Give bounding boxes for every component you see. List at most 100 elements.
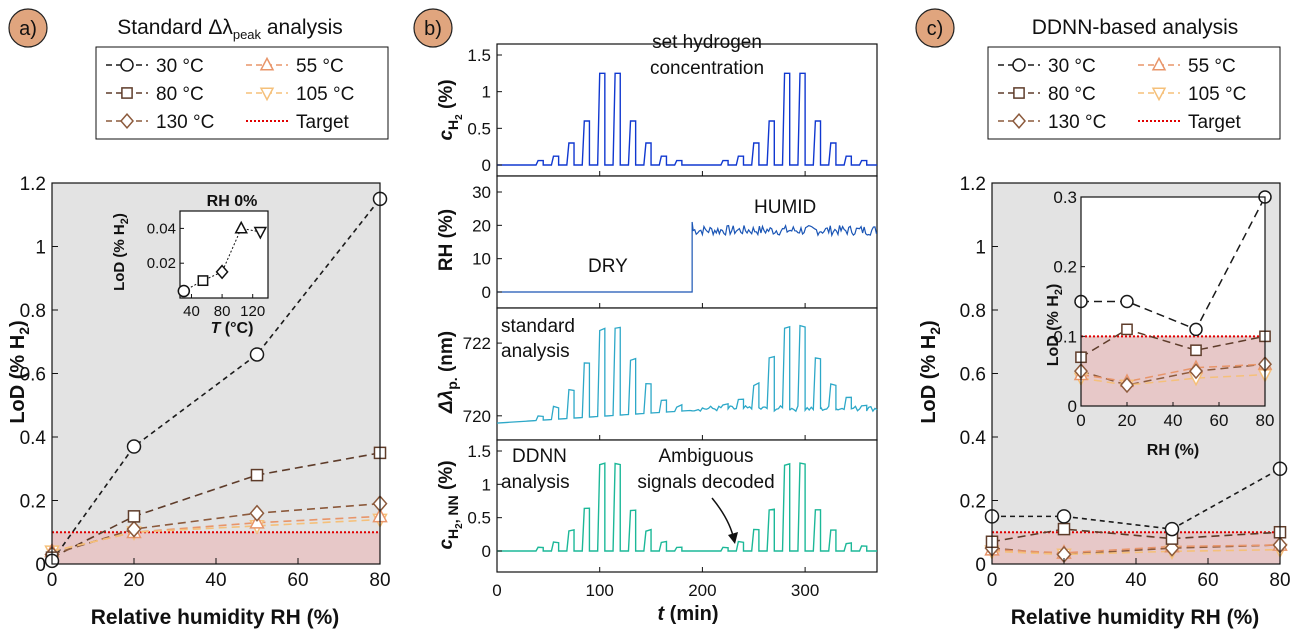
legend-label: 80 °C: [156, 84, 204, 105]
panel-c-title: DDNN-based analysis: [1032, 16, 1239, 39]
inset-point: [215, 264, 229, 280]
panel-c-inset: 0 20 40 60 80 0 0.1 0.2 0.3: [1053, 188, 1274, 430]
x-tick-label: 0: [492, 581, 501, 600]
y-tick-label: 10: [472, 250, 491, 269]
y-tick-label: 0.4: [960, 428, 987, 449]
panel-c: c) DDNN-based analysis 30 °C 55 °C80 °C 10…: [915, 8, 1291, 629]
inset-x-tick-label: 120: [240, 303, 265, 320]
legend-label: 55 °C: [1188, 56, 1236, 77]
y-tick-label: 1: [482, 83, 491, 102]
panel-b-annot-decoded: signals decoded: [637, 472, 774, 493]
x-tick-label: 40: [1125, 570, 1146, 591]
data-point: [1164, 521, 1180, 537]
y-tick-label: 1.2: [20, 174, 46, 195]
inset-frame: [179, 210, 269, 299]
panel-c-ylabel: LoD (% H2): [918, 320, 943, 423]
series-line: [991, 528, 1280, 543]
panel-c-inset-ylabel: LoD (% H2): [1045, 284, 1065, 367]
inset-point: [253, 226, 268, 240]
series-line: [991, 544, 1280, 554]
inset-series-line: [1081, 196, 1266, 331]
inset-series-line: [1080, 328, 1266, 358]
y-tick-label: 0.5: [467, 509, 491, 528]
data-point: [250, 468, 264, 482]
series-line: [51, 518, 380, 553]
series-line: [51, 452, 380, 559]
inset-line: [183, 227, 261, 292]
inset-point: [1189, 363, 1203, 380]
y-tick-label: 722: [463, 334, 491, 353]
panel-b-annot-humid: HUMID: [754, 197, 816, 218]
y-tick-label: 1.5: [467, 46, 491, 65]
inset-series-line: [1080, 363, 1266, 386]
series-group: [991, 468, 1280, 556]
panel-b-sub4-ylabel: cH2, NN (%): [436, 460, 465, 549]
panel-a-inset: 40 80 120 0.02 0.04: [147, 210, 269, 320]
legend-label: Target: [1188, 112, 1242, 133]
y-tick-label: 0: [482, 542, 491, 561]
legend-marker: [1012, 58, 1026, 72]
y-tick-label: 0: [35, 555, 46, 576]
legend-box: [987, 46, 1281, 140]
panel-a-inset-xlabel: T (°C): [211, 320, 254, 337]
inset-x-tick-label: 80: [1256, 411, 1275, 430]
data-point: [126, 520, 142, 538]
y-tick-label: 20: [472, 216, 491, 235]
inset-point: [234, 220, 248, 234]
panel-a-title: Standard Δλpeak analysis: [117, 16, 343, 42]
inset-point: [1189, 322, 1203, 337]
inset-x-tick-label: 20: [1118, 411, 1137, 430]
legend-marker: [259, 87, 275, 102]
x-tick-label: 0: [987, 570, 998, 591]
data-point: [127, 510, 141, 523]
legend-marker: [120, 112, 134, 130]
y-tick-label: 0: [482, 283, 491, 302]
rh-line: [497, 221, 878, 293]
x-tick-label: 60: [287, 570, 308, 591]
legend-marker: [1151, 56, 1167, 71]
legend-label: 30 °C: [1048, 56, 1096, 77]
inset-y-tick-label: 0.2: [1053, 258, 1077, 277]
y-tick-label: 0: [975, 555, 986, 576]
series-line: [992, 468, 1280, 530]
panel-a-legend: 30 °C 55 °C 80 °C 105 °C 130 °C Target: [95, 46, 389, 140]
x-tick-label: 200: [688, 581, 716, 600]
panel-b-sub2-ylabel: RH (%): [436, 209, 457, 271]
data-point: [1057, 522, 1071, 536]
y-tick-label: 0.2: [960, 492, 986, 513]
panel-b-annot-ddnn: DDNN: [512, 446, 567, 467]
legend-label: Target: [296, 112, 350, 133]
x-tick-label: 80: [1269, 570, 1290, 591]
y-tick-label: 30: [472, 183, 491, 202]
inset-point: [1120, 294, 1134, 309]
legend-label: 105 °C: [1188, 84, 1246, 105]
y-tick-label: 0.4: [20, 428, 47, 449]
inset-point: [1121, 323, 1133, 336]
legend-marker: [259, 56, 275, 71]
inset-x-tick-label: 40: [183, 303, 200, 320]
panel-b-badge-label: b): [424, 18, 442, 40]
cH2-set-line: [497, 72, 877, 166]
y-tick-label: 1: [35, 238, 46, 259]
data-point: [1056, 509, 1072, 524]
inset-y-tick-label: 0.1: [1053, 327, 1077, 346]
panel-a-inset-title: RH 0%: [207, 193, 258, 210]
inset-x-tick-label: 80: [214, 303, 231, 320]
panel-b-annot-conc: concentration: [650, 58, 764, 79]
inset-point: [197, 275, 209, 287]
panel-c-badge-label: c): [927, 18, 944, 40]
panel-b-annot-dry: DRY: [588, 256, 628, 277]
panel-b-annot-standard: standard: [501, 316, 575, 337]
x-tick-label: 20: [1053, 570, 1074, 591]
legend-label: 105 °C: [296, 84, 354, 105]
legend-label: 55 °C: [296, 56, 344, 77]
inset-y-tick-label: 0.02: [147, 255, 176, 272]
y-tick-label: 0.6: [960, 365, 986, 386]
data-point: [126, 439, 142, 454]
panel-b-plots: 0 0.5 1 1.5 0 10 20 30 720 722 0 0.5 1 1.5 0 100 200 300: [463, 43, 878, 600]
legend-marker: [1012, 112, 1026, 130]
panel-b: b) 0 0.5 1 1.5 0 10 20 30 720 722 0 0.5 1 1.5 0 100 200 3…: [413, 8, 878, 625]
panel-a-inset-ylabel: LoD (% H2): [111, 213, 131, 291]
y-tick-label: 1.5: [467, 442, 491, 461]
cH2-nn-line: [497, 462, 877, 552]
